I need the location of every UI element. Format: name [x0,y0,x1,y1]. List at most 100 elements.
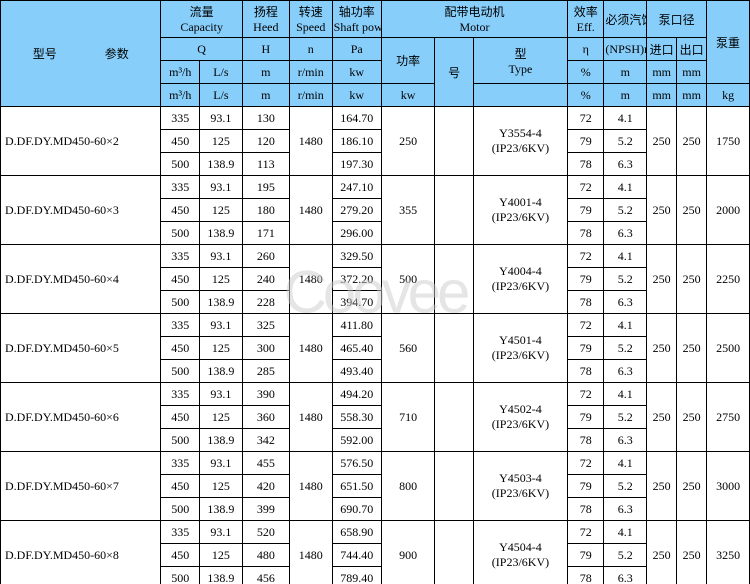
head: 420 [242,475,289,498]
outlet: 250 [677,452,707,521]
q-m3h: 335 [161,314,200,337]
shaft-power: 651.50 [332,475,381,498]
model-cell: D.DF.DY.MD450-60×7 [1,452,161,521]
u-pct: % [568,61,604,84]
shaft-power: 690.70 [332,498,381,521]
npsh: 5.2 [604,199,647,222]
q-ls: 93.1 [200,521,243,544]
q-m3h: 500 [161,360,200,383]
sym-h: H [242,38,289,61]
weight: 2500 [707,314,750,383]
pump-spec-table: 型号 参数 流量Capacity 扬程Heed 转速Speed 轴功率Shaft… [0,0,750,584]
eff: 78 [568,567,604,584]
u-mm4: mm [677,84,707,107]
q-m3h: 335 [161,521,200,544]
npsh: 4.1 [604,452,647,475]
npsh: 5.2 [604,268,647,291]
sym-in: 进口 [647,38,677,61]
q-ls: 125 [200,544,243,567]
head: 240 [242,268,289,291]
weight: 1750 [707,107,750,176]
inlet: 250 [647,452,677,521]
speed: 1480 [289,314,332,383]
motor-power: 500 [381,245,434,314]
head: 171 [242,222,289,245]
head: 228 [242,291,289,314]
eff: 78 [568,291,604,314]
q-m3h: 500 [161,567,200,584]
model-cell: D.DF.DY.MD450-60×4 [1,245,161,314]
q-m3h: 500 [161,498,200,521]
sym-out: 出口 [677,38,707,61]
q-m3h: 335 [161,176,200,199]
shaft-power: 493.40 [332,360,381,383]
shaft-power: 411.80 [332,314,381,337]
npsh: 6.3 [604,360,647,383]
speed: 1480 [289,176,332,245]
model-cell: D.DF.DY.MD450-60×5 [1,314,161,383]
head: 480 [242,544,289,567]
q-ls: 138.9 [200,360,243,383]
npsh: 5.2 [604,406,647,429]
head: 285 [242,360,289,383]
motor-type: Y4004-4(IP23/6KV) [473,245,567,314]
eff: 72 [568,176,604,199]
head: 390 [242,383,289,406]
q-ls: 138.9 [200,153,243,176]
shaft-power: 279.20 [332,199,381,222]
motor-power: 800 [381,452,434,521]
speed: 1480 [289,452,332,521]
q-m3h: 500 [161,291,200,314]
sym-pw: 功率 [381,38,434,84]
q-m3h: 450 [161,268,200,291]
eff: 72 [568,107,604,130]
q-ls: 138.9 [200,222,243,245]
outlet: 250 [677,245,707,314]
eff: 79 [568,406,604,429]
model-cell: D.DF.DY.MD450-60×6 [1,383,161,452]
motor-power: 900 [381,521,434,584]
eff: 72 [568,521,604,544]
q-ls: 138.9 [200,498,243,521]
hdr-cap: 流量Capacity [161,1,242,38]
motor-no [435,107,474,176]
eff: 79 [568,475,604,498]
sym-no: 号 [435,38,474,107]
q-m3h: 450 [161,337,200,360]
motor-power: 355 [381,176,434,245]
sym-eta: η [568,38,604,61]
u-m4: m [604,84,647,107]
npsh: 6.3 [604,291,647,314]
q-ls: 93.1 [200,176,243,199]
q-m3h: 335 [161,107,200,130]
npsh: 4.1 [604,521,647,544]
motor-power: 560 [381,314,434,383]
q-ls: 93.1 [200,452,243,475]
inlet: 250 [647,521,677,584]
q-ls: 138.9 [200,429,243,452]
q-ls: 125 [200,475,243,498]
eff: 79 [568,268,604,291]
head: 120 [242,130,289,153]
eff: 72 [568,383,604,406]
eff: 72 [568,452,604,475]
u-mm1: mm [647,61,677,84]
npsh: 6.3 [604,429,647,452]
q-m3h: 335 [161,452,200,475]
u-m3h2: m³/h [161,84,200,107]
sym-pa: Pa [332,38,381,61]
u-rmin: r/min [289,61,332,84]
q-m3h: 450 [161,544,200,567]
q-m3h: 450 [161,475,200,498]
shaft-power: 164.70 [332,107,381,130]
hdr-model: 型号 参数 [1,1,161,107]
u-ls2: L/s [200,84,243,107]
npsh: 4.1 [604,383,647,406]
speed: 1480 [289,107,332,176]
head: 113 [242,153,289,176]
shaft-power: 394.70 [332,291,381,314]
sym-np: (NPSH)r [604,38,647,61]
weight: 3000 [707,452,750,521]
eff: 78 [568,360,604,383]
u-ls: L/s [200,61,243,84]
